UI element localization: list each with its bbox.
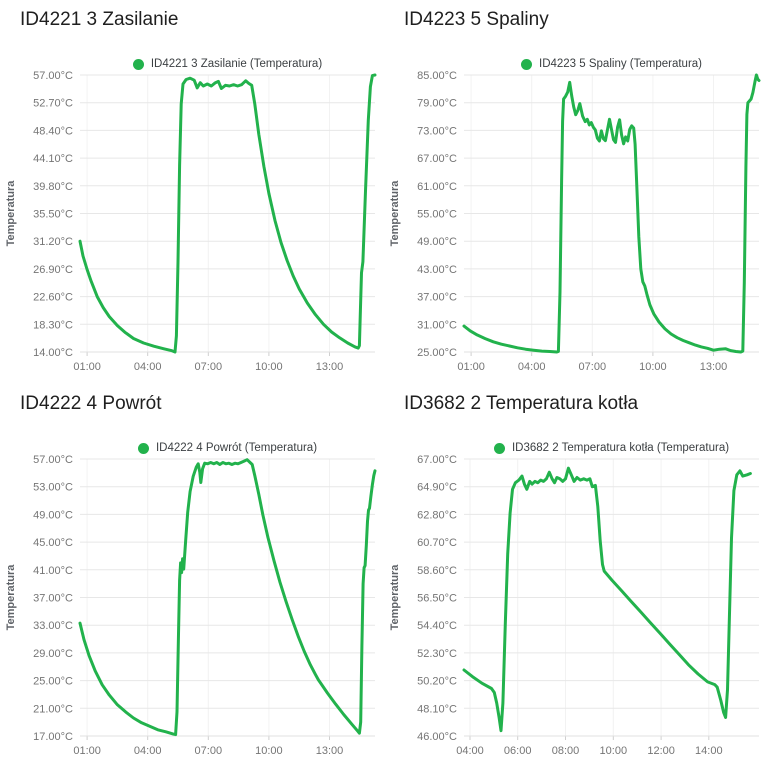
legend-series-dot-icon — [137, 442, 149, 454]
svg-text:26.90°C: 26.90°C — [33, 264, 73, 276]
svg-text:43.00°C: 43.00°C — [417, 264, 457, 276]
svg-text:57.00°C: 57.00°C — [33, 70, 73, 82]
svg-text:44.10°C: 44.10°C — [33, 153, 73, 165]
svg-text:08:00: 08:00 — [552, 745, 580, 757]
svg-text:52.70°C: 52.70°C — [33, 98, 73, 110]
svg-text:13:00: 13:00 — [700, 361, 728, 373]
svg-text:57.00°C: 57.00°C — [33, 454, 73, 466]
legend-series-dot-icon — [493, 442, 505, 454]
legend-series-label: ID4222 4 Powrót (Temperatura) — [155, 442, 318, 454]
svg-text:Temperatura: Temperatura — [389, 180, 401, 247]
svg-text:29.00°C: 29.00°C — [33, 648, 73, 660]
svg-text:48.40°C: 48.40°C — [33, 125, 73, 137]
svg-text:54.40°C: 54.40°C — [417, 620, 457, 632]
svg-text:49.00°C: 49.00°C — [33, 509, 73, 521]
legend-series-dot-icon — [132, 58, 144, 70]
svg-text:Temperatura: Temperatura — [5, 564, 17, 631]
svg-text:37.00°C: 37.00°C — [417, 292, 457, 304]
svg-text:67.00°C: 67.00°C — [417, 454, 457, 466]
svg-text:10:00: 10:00 — [639, 361, 667, 373]
svg-text:01:00: 01:00 — [73, 361, 101, 373]
legend-series-label: ID3682 2 Temperatura kotła (Temperatura) — [511, 442, 730, 454]
legend-spaliny[interactable]: ID4223 5 Spaliny (Temperatura) — [464, 56, 759, 72]
svg-text:14:00: 14:00 — [695, 745, 723, 757]
svg-text:50.20°C: 50.20°C — [417, 676, 457, 688]
svg-text:04:00: 04:00 — [134, 361, 162, 373]
svg-text:25.00°C: 25.00°C — [33, 676, 73, 688]
svg-text:21.00°C: 21.00°C — [33, 703, 73, 715]
svg-text:10:00: 10:00 — [255, 361, 283, 373]
svg-text:07:00: 07:00 — [579, 361, 607, 373]
svg-text:14.00°C: 14.00°C — [33, 347, 73, 359]
svg-text:73.00°C: 73.00°C — [417, 125, 457, 137]
svg-text:Temperatura: Temperatura — [5, 180, 17, 247]
svg-text:79.00°C: 79.00°C — [417, 98, 457, 110]
line-chart-spaliny: 01:00 04:00 07:00 10:00 13:00 85.00°C 79.00°C 7… — [389, 70, 761, 373]
svg-text:62.80°C: 62.80°C — [417, 509, 457, 521]
svg-text:31.00°C: 31.00°C — [417, 319, 457, 331]
svg-text:07:00: 07:00 — [195, 745, 223, 757]
svg-text:37.00°C: 37.00°C — [33, 593, 73, 605]
svg-text:04:00: 04:00 — [456, 745, 484, 757]
legend-powrot[interactable]: ID4222 4 Powrót (Temperatura) — [80, 440, 375, 456]
svg-text:67.00°C: 67.00°C — [417, 153, 457, 165]
svg-text:07:00: 07:00 — [195, 361, 223, 373]
svg-text:04:00: 04:00 — [134, 745, 162, 757]
chart-panel-powrot: ID4222 4 Powrót ID4222 4 Powrót (Tempera… — [0, 384, 384, 768]
svg-text:46.00°C: 46.00°C — [417, 731, 457, 743]
svg-text:55.00°C: 55.00°C — [417, 209, 457, 221]
svg-text:52.30°C: 52.30°C — [417, 648, 457, 660]
svg-text:22.60°C: 22.60°C — [33, 292, 73, 304]
svg-text:56.50°C: 56.50°C — [417, 593, 457, 605]
svg-text:17.00°C: 17.00°C — [33, 731, 73, 743]
line-chart-powrot: 01:00 04:00 07:00 10:00 13:00 57.00°C 53.00°C 4… — [5, 454, 377, 757]
chart-title-temperatura-kotla: ID3682 2 Temperatura kotła — [404, 393, 639, 414]
svg-text:45.00°C: 45.00°C — [33, 537, 73, 549]
svg-text:53.00°C: 53.00°C — [33, 482, 73, 494]
svg-text:13:00: 13:00 — [316, 745, 344, 757]
svg-text:Temperatura: Temperatura — [389, 564, 401, 631]
svg-text:60.70°C: 60.70°C — [417, 537, 457, 549]
legend-temperatura-kotla[interactable]: ID3682 2 Temperatura kotła (Temperatura) — [464, 440, 759, 456]
svg-text:49.00°C: 49.00°C — [417, 236, 457, 248]
chart-panel-temperatura-kotla: ID3682 2 Temperatura kotła ID3682 2 Temp… — [384, 384, 768, 768]
line-chart-zasilanie: 01:00 04:00 07:00 10:00 13:00 57.00°C 52.70°C 4… — [5, 70, 377, 373]
svg-text:48.10°C: 48.10°C — [417, 703, 457, 715]
legend-series-label: ID4223 5 Spaliny (Temperatura) — [539, 58, 702, 70]
chart-panel-spaliny: ID4223 5 Spaliny ID4223 5 Spaliny (Tempe… — [384, 0, 768, 384]
legend-series-label: ID4221 3 Zasilanie (Temperatura) — [150, 58, 323, 70]
svg-text:35.50°C: 35.50°C — [33, 209, 73, 221]
svg-text:25.00°C: 25.00°C — [417, 347, 457, 359]
svg-text:31.20°C: 31.20°C — [33, 236, 73, 248]
chart-panel-zasilanie: ID4221 3 Zasilanie ID4221 3 Zasilanie (T… — [0, 0, 384, 384]
svg-text:04:00: 04:00 — [518, 361, 546, 373]
svg-text:13:00: 13:00 — [316, 361, 344, 373]
chart-title-zasilanie: ID4221 3 Zasilanie — [20, 9, 179, 30]
svg-text:01:00: 01:00 — [73, 745, 101, 757]
chart-title-spaliny: ID4223 5 Spaliny — [404, 9, 549, 30]
line-chart-temperatura-kotla: 04:00 06:00 08:00 10:00 12:00 14:00 67.00°C 64.… — [389, 454, 759, 757]
svg-text:85.00°C: 85.00°C — [417, 70, 457, 82]
svg-text:12:00: 12:00 — [647, 745, 675, 757]
legend-series-dot-icon — [521, 58, 532, 70]
svg-text:33.00°C: 33.00°C — [33, 620, 73, 632]
svg-text:10:00: 10:00 — [255, 745, 283, 757]
svg-text:06:00: 06:00 — [504, 745, 532, 757]
svg-text:01:00: 01:00 — [457, 361, 485, 373]
svg-text:64.90°C: 64.90°C — [417, 482, 457, 494]
svg-text:10:00: 10:00 — [600, 745, 628, 757]
svg-text:58.60°C: 58.60°C — [417, 565, 457, 577]
svg-text:18.30°C: 18.30°C — [33, 319, 73, 331]
chart-title-powrot: ID4222 4 Powrót — [20, 393, 162, 414]
svg-text:41.00°C: 41.00°C — [33, 565, 73, 577]
svg-text:39.80°C: 39.80°C — [33, 181, 73, 193]
legend-zasilanie[interactable]: ID4221 3 Zasilanie (Temperatura) — [80, 56, 375, 72]
svg-text:61.00°C: 61.00°C — [417, 181, 457, 193]
